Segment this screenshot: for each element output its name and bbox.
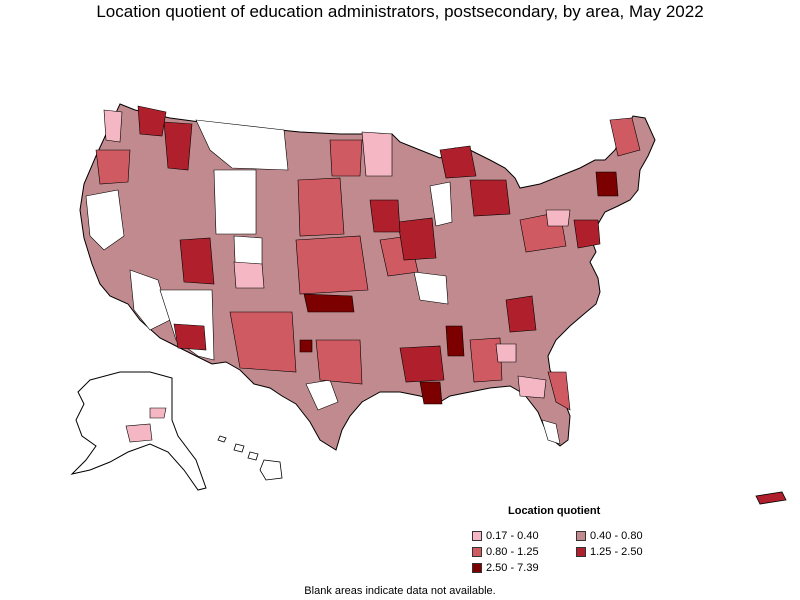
legend-item: 1.25 - 2.50	[576, 546, 643, 558]
blank-region	[305, 379, 339, 411]
region-1-25-2-50	[573, 219, 601, 249]
region-1-25-2-50	[397, 217, 437, 261]
region-0-80-1-25	[469, 337, 503, 383]
legend-item: 0.17 - 0.40	[472, 530, 539, 542]
blank-region	[85, 189, 125, 251]
region-1-25-2-50	[137, 105, 167, 137]
legend-title: Location quotient	[508, 505, 601, 517]
region-1-25-2-50	[439, 145, 477, 179]
region-0-80-1-25	[609, 117, 641, 157]
region-1-25-2-50	[469, 179, 511, 217]
legend-swatch	[472, 547, 482, 557]
legend-label: 1.25 - 2.50	[590, 546, 643, 558]
region-0-80-1-25	[315, 339, 363, 385]
region-2-50-7-39	[595, 171, 619, 197]
blank-region	[429, 181, 453, 227]
region-2-50-7-39	[419, 381, 443, 405]
region-0-80-1-25	[295, 235, 369, 295]
region-1-25-2-50	[399, 345, 445, 383]
region-2-50-7-39	[299, 339, 313, 353]
alaska-region	[125, 423, 153, 443]
legend-label: 0.40 - 0.80	[590, 530, 643, 542]
legend-label: 2.50 - 7.39	[486, 562, 539, 574]
region-0-80-1-25	[95, 149, 131, 185]
region-1-25-2-50	[163, 121, 193, 171]
legend-label: 0.17 - 0.40	[486, 530, 539, 542]
region-0-17-0-40	[361, 131, 393, 177]
legend-item: 0.40 - 0.80	[576, 530, 643, 542]
hawaii	[217, 435, 283, 481]
blank-region	[195, 119, 289, 171]
puerto-rico	[755, 491, 787, 505]
legend: 0.17 - 0.40 0.40 - 0.80 0.80 - 1.25 1.25…	[472, 530, 672, 578]
region-0-80-1-25	[329, 139, 363, 177]
legend-item: 0.80 - 1.25	[472, 546, 539, 558]
region-0-17-0-40	[495, 343, 517, 363]
blank-region	[129, 269, 171, 331]
region-1-25-2-50	[369, 199, 401, 233]
alaska-region	[149, 407, 167, 419]
blank-region	[413, 271, 449, 305]
blank-region	[541, 419, 561, 445]
region-1-25-2-50	[505, 295, 537, 333]
region-2-50-7-39	[303, 293, 355, 313]
region-0-17-0-40	[233, 261, 265, 289]
legend-swatch	[576, 547, 586, 557]
region-0-80-1-25	[229, 311, 297, 373]
region-0-17-0-40	[103, 109, 123, 143]
region-0-17-0-40	[517, 375, 547, 399]
region-1-25-2-50	[179, 237, 215, 285]
blank-region	[213, 169, 257, 235]
region-1-25-2-50	[173, 323, 207, 351]
map-title: Location quotient of education administr…	[96, 2, 704, 21]
legend-swatch	[576, 531, 586, 541]
region-0-80-1-25	[547, 371, 571, 411]
footnote: Blank areas indicate data not available.	[304, 585, 496, 597]
region-0-17-0-40	[545, 209, 571, 227]
legend-swatch	[472, 531, 482, 541]
legend-label: 0.80 - 1.25	[486, 546, 539, 558]
legend-swatch	[472, 563, 482, 573]
region-0-80-1-25	[297, 177, 345, 237]
legend-item: 2.50 - 7.39	[472, 562, 539, 574]
region-2-50-7-39	[445, 325, 465, 357]
